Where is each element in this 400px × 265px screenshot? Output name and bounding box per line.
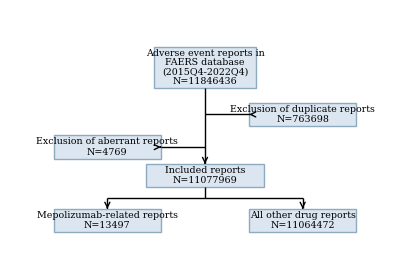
- FancyBboxPatch shape: [54, 209, 161, 232]
- Text: N=763698: N=763698: [276, 115, 329, 124]
- Text: (2015Q4-2022Q4): (2015Q4-2022Q4): [162, 68, 248, 77]
- Text: All other drug reports: All other drug reports: [250, 211, 356, 220]
- Text: N=11846436: N=11846436: [173, 77, 237, 86]
- FancyBboxPatch shape: [154, 47, 256, 88]
- Text: Exclusion of duplicate reports: Exclusion of duplicate reports: [230, 105, 375, 114]
- Text: Exclusion of aberrant reports: Exclusion of aberrant reports: [36, 138, 178, 147]
- Text: Included reports: Included reports: [165, 166, 245, 175]
- FancyBboxPatch shape: [249, 103, 356, 126]
- Text: N=4769: N=4769: [87, 148, 128, 157]
- FancyBboxPatch shape: [146, 164, 264, 187]
- Text: Mepolizumab-related reports: Mepolizumab-related reports: [37, 211, 178, 220]
- FancyBboxPatch shape: [54, 135, 161, 159]
- Text: FAERS database: FAERS database: [165, 58, 245, 67]
- Text: N=11077969: N=11077969: [173, 176, 237, 185]
- Text: Adverse event reports in: Adverse event reports in: [146, 49, 264, 58]
- FancyBboxPatch shape: [249, 209, 356, 232]
- Text: N=11064472: N=11064472: [270, 221, 335, 230]
- Text: N=13497: N=13497: [84, 221, 131, 230]
